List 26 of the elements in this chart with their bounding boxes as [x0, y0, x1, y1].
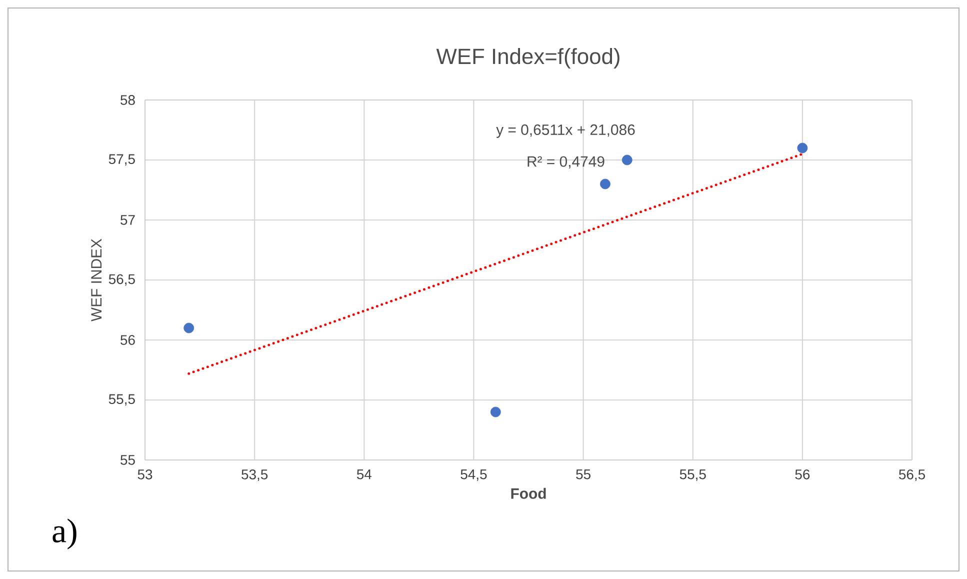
- y-tick-label: 57: [120, 215, 135, 225]
- x-tick-label: 54,5: [460, 470, 487, 481]
- annotation: R² = 0,4749: [528, 156, 604, 169]
- text: a): [52, 518, 76, 550]
- x-tick-label: 53: [138, 469, 152, 480]
- chart-title: WEF Index=f(food): [436, 48, 620, 68]
- x-tick-label: 55: [576, 470, 590, 480]
- point: [797, 142, 808, 154]
- y-tick-label: 56,5: [108, 274, 135, 286]
- point: [490, 406, 501, 418]
- x-tick-label: 56,5: [899, 469, 925, 482]
- y-tick-label: 55: [120, 455, 135, 465]
- x-tick-label: 53,5: [242, 469, 268, 482]
- x-tick-label: 56: [795, 469, 810, 480]
- annotation: y = 0,6511x + 21,086: [496, 124, 635, 138]
- point: [622, 154, 632, 166]
- y-tick-label: 58: [120, 95, 135, 105]
- x-tick-label: 55,5: [680, 470, 706, 481]
- point: [184, 322, 194, 334]
- x-tick-label: 54: [356, 470, 372, 480]
- x-axis-title: Food: [511, 488, 546, 499]
- y-tick-label: 57,5: [108, 154, 135, 166]
- y-tick-label: 56: [120, 335, 135, 345]
- y-tick-label: 55,5: [108, 394, 135, 406]
- point: [600, 178, 610, 190]
- y-axis-title: WEF INDEX: [91, 238, 102, 322]
